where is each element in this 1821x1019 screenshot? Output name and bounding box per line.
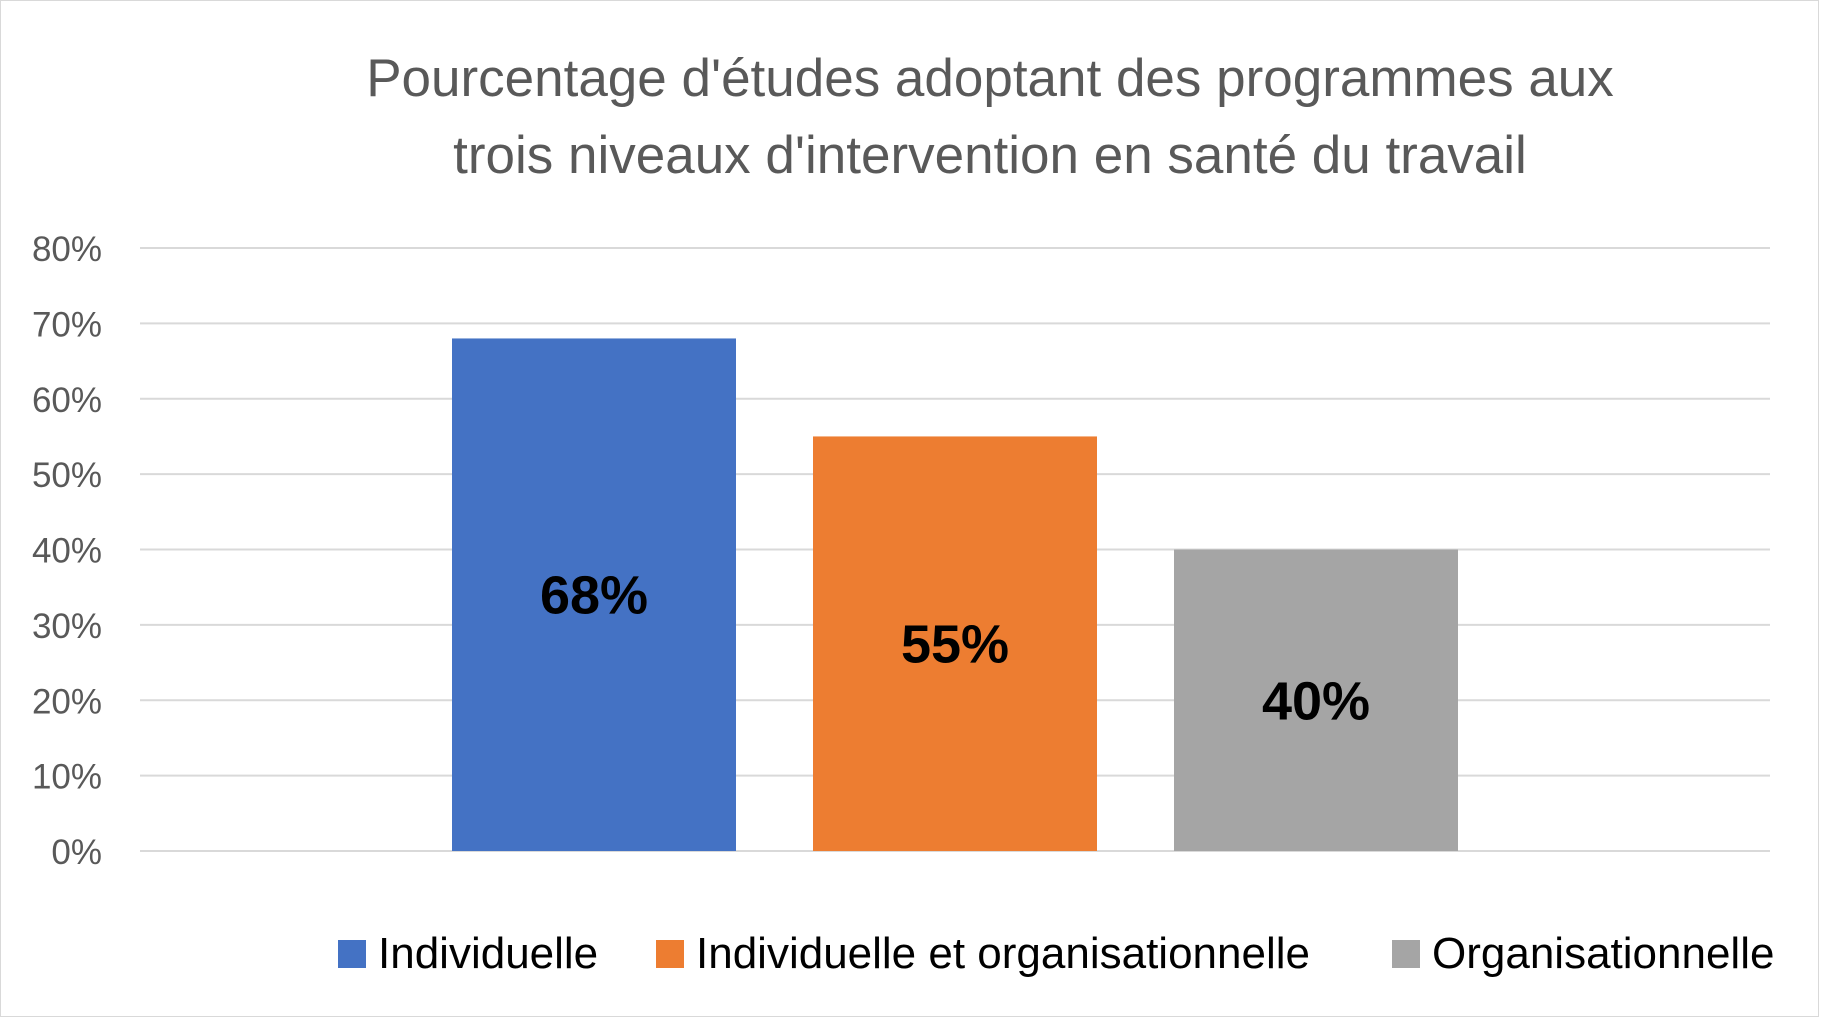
y-tick-label-30: 30% (32, 607, 102, 646)
legend-swatch-individuelle-et-organisationnelle (656, 940, 684, 968)
y-tick-label-10: 10% (32, 758, 102, 797)
legend-item-organisationnelle: Organisationnelle (1392, 924, 1774, 984)
bar-0 (452, 338, 736, 851)
data-label-2: 40% (1262, 671, 1370, 731)
y-tick-label-0: 0% (51, 833, 102, 872)
legend-label-organisationnelle: Organisationnelle (1432, 929, 1775, 978)
bar-1 (813, 436, 1097, 851)
y-tick-label-70: 70% (32, 305, 102, 344)
legend-label-individuelle: Individuelle (378, 929, 599, 978)
y-tick-label-20: 20% (32, 682, 102, 721)
bar-2 (1174, 549, 1458, 851)
legend-swatch-individuelle (338, 940, 366, 968)
y-tick-label-50: 50% (32, 456, 102, 495)
y-tick-label-40: 40% (32, 532, 102, 571)
legend: Individuelle Individuelle et organisatio… (0, 924, 1821, 984)
chart-title: Pourcentage d'études adoptant des progra… (366, 49, 1614, 185)
data-label-1: 55% (901, 615, 1009, 675)
legend-item-individuelle-et-organisationnelle: Individuelle et organisationnelle (656, 924, 1310, 984)
legend-label-individuelle-et-organisationnelle: Individuelle et organisationnelle (696, 929, 1310, 978)
y-tick-label-80: 80% (32, 230, 102, 269)
data-label-0: 68% (540, 566, 648, 626)
legend-swatch-organisationnelle (1392, 940, 1420, 968)
y-tick-label-60: 60% (32, 381, 102, 420)
legend-item-individuelle: Individuelle (338, 924, 598, 984)
